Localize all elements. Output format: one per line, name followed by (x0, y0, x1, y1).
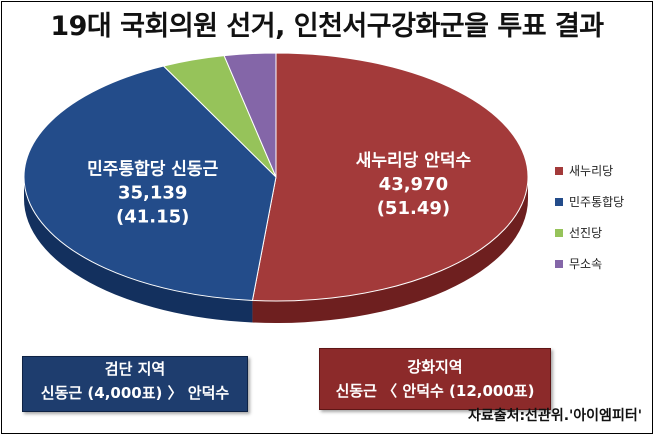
pie-depth (24, 177, 529, 323)
slice-label-saenuri: 새누리당 안덕수 (356, 151, 472, 171)
note-ganghwa-detail: 신동근 〈 안덕수 (12,000표) (335, 382, 535, 400)
legend-item-saenuri: 새누리당 (555, 155, 624, 186)
legend-label-minju: 민주통합당 (569, 195, 625, 209)
note-ganghwa-title: 강화지역 (407, 358, 463, 376)
slice-label-minju: 민주통합당 신동근 35,139 (41.15) (87, 158, 218, 227)
legend-label-saenuri: 새누리당 (569, 164, 614, 178)
legend-swatch-seonjin (555, 228, 563, 237)
pie-slice-saenuri (251, 52, 529, 302)
legend-item-seonjin: 선진당 (555, 217, 624, 248)
note-geomdan-detail: 신동근 (4,000표) 〉 안덕수 (40, 384, 230, 402)
legend-swatch-saenuri (555, 166, 563, 175)
slice-pct-minju: (41.15) (116, 206, 189, 227)
pie-slice-minju (23, 65, 277, 301)
pie-side-minju (24, 177, 253, 323)
note-ganghwa: 강화지역 신동근 〈 안덕수 (12,000표) (319, 348, 551, 410)
legend-swatch-musosok (555, 259, 563, 268)
note-geomdan-title: 검단 지역 (104, 360, 166, 378)
legend-swatch-minju (555, 197, 563, 206)
pie-slices (23, 52, 529, 302)
slice-pct-saenuri: (51.49) (377, 198, 450, 219)
source-credit: 자료출처:선관위.'아이엠피터' (467, 408, 642, 424)
pie-side-saenuri (252, 177, 529, 323)
pie-slice-musosok (223, 52, 277, 178)
pie-labels: 새누리당 안덕수 43,970 (51.49) 민주통합당 신동근 35,139 (41.… (87, 151, 471, 227)
legend-label-seonjin: 선진당 (569, 226, 603, 240)
chart-title: 19대 국회의원 선거, 인천서구강화군을 투표 결과 (50, 11, 604, 42)
note-geomdan: 검단 지역 신동근 (4,000표) 〉 안덕수 (22, 356, 248, 412)
slice-votes-minju: 35,139 (118, 182, 187, 203)
slice-votes-saenuri: 43,970 (379, 174, 448, 195)
legend-item-minju: 민주통합당 (555, 186, 624, 217)
legend-label-musosok: 무소속 (569, 257, 603, 271)
slice-label-minju: 민주통합당 신동근 (87, 158, 218, 179)
slice-label-saenuri: 새누리당 안덕수 43,970 (51.49) (356, 151, 472, 219)
legend-item-musosok: 무소속 (555, 248, 624, 279)
